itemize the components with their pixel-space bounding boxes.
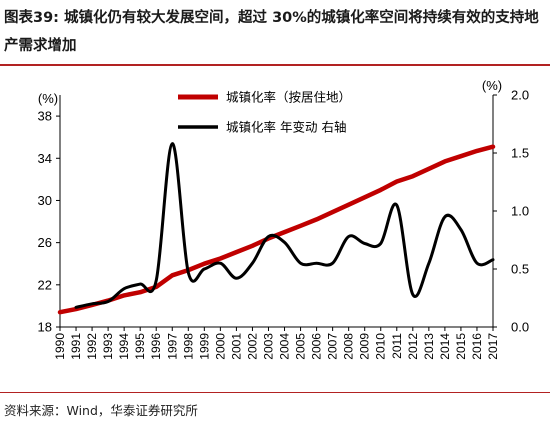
x-tick-label: 2013 [422,333,436,360]
left-axis-unit: (%) [38,91,58,106]
x-tick-label: 1998 [181,333,195,360]
title-divider [0,64,550,66]
right-axis-unit: (%) [482,78,502,93]
right-tick-label: 2.0 [511,88,529,103]
x-tick-label: 1992 [85,333,99,360]
x-tick-label: 1997 [165,333,179,360]
legend-label-2: 城镇化率 年变动 右轴 [226,120,346,135]
x-tick-label: 2007 [326,333,340,360]
x-tick-label: 2003 [261,333,275,360]
x-tick-label: 1991 [69,333,83,360]
source-note: 资料来源：Wind，华泰证券研究所 [4,403,198,418]
x-tick-label: 2012 [406,333,420,360]
x-tick-label: 1990 [53,333,67,360]
x-tick-label: 2016 [470,333,484,360]
left-tick-label: 18 [38,320,52,335]
x-tick-label: 2009 [358,333,372,360]
right-tick-label: 0.5 [511,262,529,277]
x-tick-label: 2017 [486,333,500,360]
left-tick-label: 22 [38,277,52,292]
x-tick-label: 2014 [438,333,452,360]
left-tick-label: 34 [38,151,52,166]
x-tick-label: 1994 [117,333,131,360]
x-tick-label: 2000 [213,333,227,360]
figure-title: 图表39: 城镇化仍有较大发展空间，超过 30%的城镇化率空间将持续有效的支持地… [4,4,546,60]
x-tick-label: 1995 [133,333,147,360]
figure-title-text: 城镇化仍有较大发展空间，超过 30%的城镇化率空间将持续有效的支持地产需求增加 [4,10,539,54]
annual-change-line [74,142,495,309]
x-tick-label: 2004 [278,333,292,360]
figure-title-prefix: 图表39: [4,10,59,26]
x-tick-label: 2015 [454,333,468,360]
x-tick-label: 2006 [310,333,324,360]
left-tick-label: 38 [38,109,52,124]
x-tick-label: 2008 [342,333,356,360]
x-tick-label: 1999 [197,333,211,360]
x-tick-label: 1993 [101,333,115,360]
left-tick-label: 30 [38,193,52,208]
x-tick-label: 2001 [229,333,243,360]
right-tick-label: 1.5 [511,146,529,161]
source-divider [0,392,550,393]
right-tick-label: 0.0 [511,320,529,335]
legend-label-1: 城镇化率（按居住地） [226,90,351,105]
right-tick-label: 1.0 [511,204,529,219]
left-tick-label: 26 [38,235,52,250]
x-tick-label: 2005 [294,333,308,360]
x-tick-label: 2011 [390,333,404,359]
x-tick-label: 2010 [374,333,388,360]
x-tick-label: 2002 [245,333,259,360]
x-tick-label: 1996 [149,333,163,360]
